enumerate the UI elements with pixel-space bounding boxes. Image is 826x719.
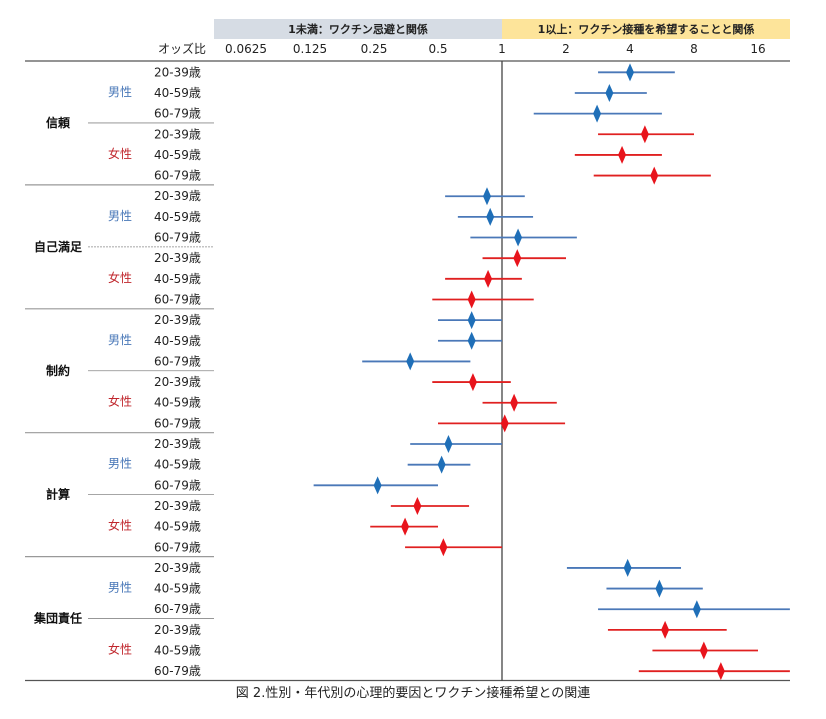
tick-label: 0.25 — [361, 42, 388, 56]
tick-label: 1 — [498, 42, 506, 56]
group-label: 信頼 — [46, 115, 71, 130]
odds-ratio-marker — [437, 455, 446, 474]
age-label: 60-79歳 — [154, 231, 201, 245]
age-label: 40-59歳 — [154, 458, 201, 472]
age-label: 60-79歳 — [154, 107, 201, 121]
tick-label: 8 — [690, 42, 698, 56]
odds-ratio-marker — [510, 393, 519, 412]
odds-ratio-marker — [413, 496, 422, 515]
odds-ratio-marker — [484, 269, 493, 288]
group-label: 集団責任 — [33, 611, 82, 626]
female-label: 女性 — [108, 518, 132, 533]
age-label: 60-79歳 — [154, 664, 201, 678]
male-label: 男性 — [108, 581, 132, 595]
tick-label: 0.125 — [293, 42, 327, 56]
age-label: 60-79歳 — [154, 416, 201, 430]
odds-ratio-marker — [699, 641, 708, 660]
odds-ratio-marker — [482, 187, 491, 206]
male-label: 男性 — [108, 209, 132, 223]
age-label: 20-39歳 — [154, 623, 201, 637]
header-left-text: 1未満：ワクチン忌避と関係 — [288, 22, 428, 36]
age-label: 40-59歳 — [154, 148, 201, 162]
axis-label: オッズ比 — [158, 41, 206, 56]
odds-ratio-marker — [468, 373, 477, 392]
x-axis-ticks: 0.0625 0.125 0.25 0.5 1 2 4 8 16 — [225, 42, 766, 56]
odds-ratio-marker — [640, 125, 649, 144]
age-label: 20-39歳 — [154, 375, 201, 389]
age-label: 40-59歳 — [154, 272, 201, 286]
male-label: 男性 — [108, 333, 132, 347]
age-label: 20-39歳 — [154, 499, 201, 513]
age-label: 40-59歳 — [154, 86, 201, 100]
odds-ratio-marker — [692, 600, 701, 619]
age-label: 40-59歳 — [154, 582, 201, 596]
odds-ratio-marker — [605, 83, 614, 102]
odds-ratio-marker — [716, 662, 725, 681]
age-label: 20-39歳 — [154, 65, 201, 79]
female-label: 女性 — [108, 394, 132, 409]
age-label: 40-59歳 — [154, 520, 201, 534]
age-label: 20-39歳 — [154, 561, 201, 575]
odds-ratio-marker — [623, 558, 632, 577]
tick-label: 0.5 — [428, 42, 447, 56]
odds-ratio-marker — [514, 228, 523, 247]
age-label: 40-59歳 — [154, 396, 201, 410]
age-label: 60-79歳 — [154, 478, 201, 492]
tick-label: 0.0625 — [225, 42, 267, 56]
odds-ratio-marker — [444, 435, 453, 454]
odds-ratio-marker — [661, 620, 670, 639]
odds-ratio-marker — [500, 414, 509, 433]
rows: 信頼男性20-39歳40-59歳60-79歳女性20-39歳40-59歳60-7… — [25, 60, 790, 682]
age-label: 20-39歳 — [154, 313, 201, 327]
age-label: 60-79歳 — [154, 292, 201, 306]
odds-ratio-marker — [593, 104, 602, 123]
age-label: 20-39歳 — [154, 251, 201, 265]
age-label: 20-39歳 — [154, 127, 201, 141]
group-label: 自己満足 — [34, 239, 82, 254]
female-label: 女性 — [108, 642, 132, 657]
odds-ratio-marker — [513, 249, 522, 268]
odds-ratio-marker — [486, 207, 495, 226]
odds-ratio-marker — [467, 290, 476, 309]
age-label: 20-39歳 — [154, 437, 201, 451]
header-right-text: 1以上：ワクチン接種を希望することと関係 — [538, 22, 755, 36]
age-label: 60-79歳 — [154, 169, 201, 183]
age-label: 20-39歳 — [154, 189, 201, 203]
odds-ratio-marker — [467, 331, 476, 350]
tick-label: 4 — [626, 42, 634, 56]
odds-ratio-marker — [373, 476, 382, 495]
age-label: 40-59歳 — [154, 644, 201, 658]
age-label: 60-79歳 — [154, 602, 201, 616]
chart-header: 1未満：ワクチン忌避と関係 1以上：ワクチン接種を希望することと関係 オッズ比 — [158, 19, 790, 56]
age-label: 60-79歳 — [154, 354, 201, 368]
odds-ratio-marker — [467, 311, 476, 330]
age-label: 40-59歳 — [154, 210, 201, 224]
figure-caption: 図 2.性別・年代別の心理的要因とワクチン接種希望との関連 — [236, 685, 590, 701]
odds-ratio-marker — [626, 63, 634, 82]
group-label: 制約 — [46, 363, 70, 378]
age-label: 60-79歳 — [154, 540, 201, 554]
tick-label: 2 — [562, 42, 570, 56]
marks — [313, 63, 790, 681]
female-label: 女性 — [108, 146, 132, 161]
male-label: 男性 — [108, 85, 132, 99]
tick-label: 16 — [750, 42, 765, 56]
odds-ratio-marker — [655, 579, 664, 598]
male-label: 男性 — [108, 457, 132, 471]
odds-ratio-marker — [650, 166, 659, 185]
header-left-band — [214, 19, 502, 39]
age-label: 40-59歳 — [154, 334, 201, 348]
odds-ratio-marker — [401, 517, 410, 536]
female-label: 女性 — [108, 270, 132, 285]
group-label: 計算 — [46, 487, 70, 502]
odds-ratio-marker — [406, 352, 415, 371]
header-right-band — [502, 19, 790, 39]
odds-ratio-marker — [618, 145, 627, 164]
odds-ratio-marker — [439, 538, 448, 557]
